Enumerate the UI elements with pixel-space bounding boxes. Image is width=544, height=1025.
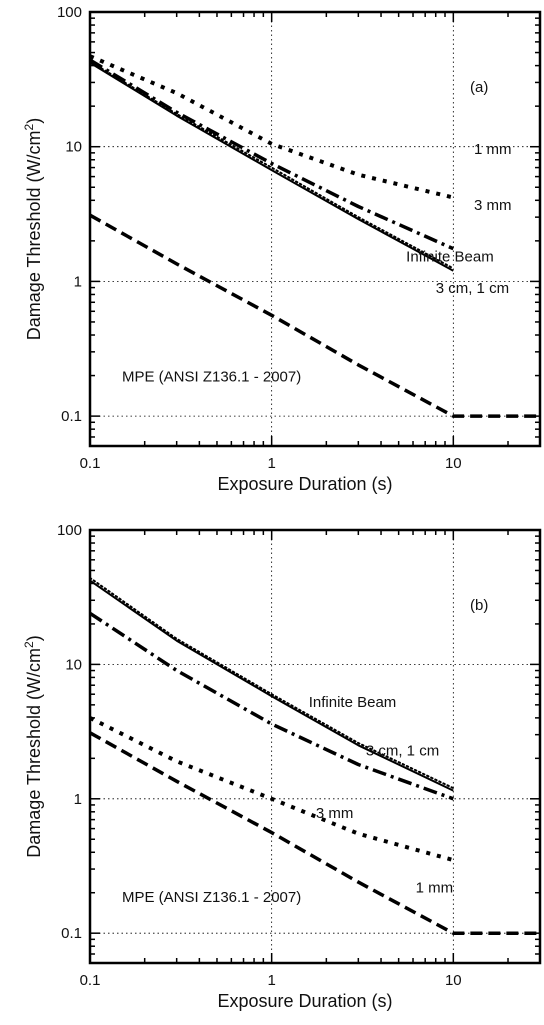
- panel-label: (a): [470, 79, 488, 96]
- y-axis-label: Damage Threshold (W/cm2): [22, 118, 44, 340]
- series-line-dotted: [89, 60, 455, 270]
- annotation: 1 mm: [416, 880, 454, 897]
- annotation: 3 mm: [474, 197, 512, 214]
- series-line-dashed: [89, 731, 540, 935]
- series-line-dotted-heavy: [89, 716, 454, 863]
- series-line-dash-dot: [89, 58, 455, 251]
- y-tick-label: 10: [65, 656, 82, 673]
- chart-panel-2: 0.1 1 10 0.1 1 10 100 Exposure Duration (s) Dama…: [22, 522, 542, 1011]
- annotation: MPE (ANSI Z136.1 - 2007): [122, 369, 301, 386]
- y-tick-label: 1: [74, 273, 82, 290]
- annotation: MPE (ANSI Z136.1 - 2007): [122, 889, 301, 906]
- x-axis-label: Exposure Duration (s): [217, 991, 392, 1011]
- annotation: Infinite Beam: [309, 694, 397, 711]
- series-line-solid: [89, 579, 454, 792]
- annotation: 3 cm, 1 cm: [366, 742, 439, 759]
- y-tick-label: 0.1: [61, 925, 82, 942]
- x-tick-label: 1: [267, 455, 275, 472]
- annotation: 3 cm, 1 cm: [436, 280, 509, 297]
- series-line-solid: [89, 61, 454, 272]
- panel-label: (b): [470, 597, 488, 614]
- annotation: 1 mm: [474, 141, 512, 158]
- y-tick-label: 100: [57, 4, 82, 21]
- y-tick-label: 10: [65, 139, 82, 156]
- series-line-dashed: [89, 213, 540, 418]
- x-axis-label: Exposure Duration (s): [217, 474, 392, 494]
- y-tick-label: 0.1: [61, 408, 82, 425]
- series-line-dotted-heavy: [89, 54, 454, 200]
- y-tick-label: 1: [74, 791, 82, 808]
- x-tick-label: 0.1: [80, 455, 101, 472]
- x-tick-label: 10: [445, 455, 462, 472]
- x-tick-label: 0.1: [80, 972, 101, 989]
- annotation: Infinite Beam: [406, 249, 494, 266]
- annotation: 3 mm: [316, 805, 354, 822]
- y-tick-label: 100: [57, 522, 82, 539]
- y-axis-label: Damage Threshold (W/cm2): [22, 635, 44, 857]
- chart-panel-1: 0.1 1 10 0.1 1 10 100 Exposure Duration (s) Dama…: [22, 4, 542, 494]
- series-line-dotted: [89, 576, 455, 790]
- x-tick-label: 10: [445, 972, 462, 989]
- plot-frame: [88, 528, 542, 965]
- plot-frame: [88, 10, 542, 448]
- x-tick-label: 1: [267, 972, 275, 989]
